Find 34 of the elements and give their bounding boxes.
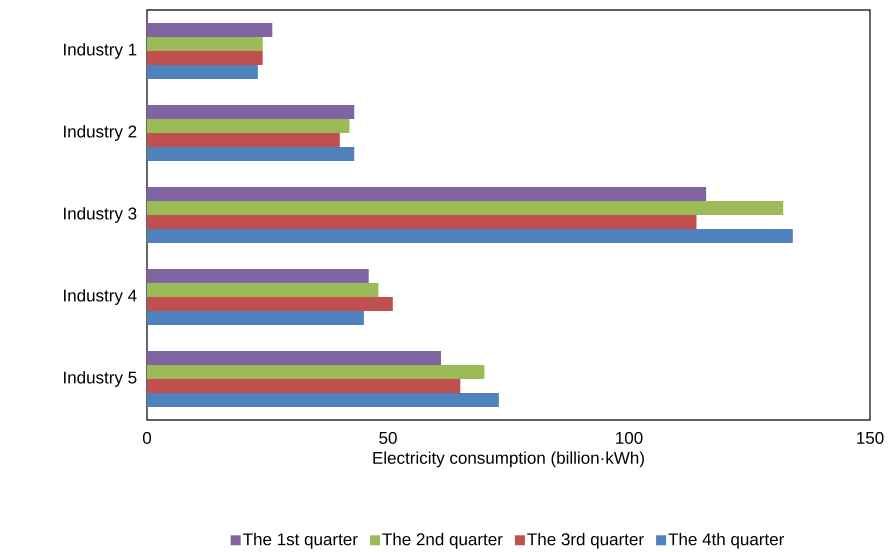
y-tick-label: Industry 1 xyxy=(64,43,136,59)
y-tick-label: Industry 3 xyxy=(64,207,136,223)
bar xyxy=(147,365,484,380)
bar xyxy=(147,297,393,312)
bar xyxy=(147,133,340,148)
bar xyxy=(147,119,350,134)
bar xyxy=(147,51,263,66)
bar xyxy=(147,393,499,408)
bar xyxy=(147,311,364,326)
x-axis-title: Electricity consumption (billion·kWh) xyxy=(373,451,644,468)
legend-label: The 1st quarter xyxy=(243,532,358,549)
bar xyxy=(147,23,272,38)
x-tick-label: 100 xyxy=(616,432,643,444)
x-tick-label: 0 xyxy=(142,432,152,444)
bar xyxy=(147,229,793,244)
bar xyxy=(147,215,696,230)
y-tick-label: Industry 2 xyxy=(64,125,136,141)
bar xyxy=(147,269,369,284)
bar xyxy=(147,65,258,80)
bar xyxy=(147,351,442,366)
bar xyxy=(147,283,378,298)
bar xyxy=(147,379,460,394)
bar xyxy=(147,105,354,120)
y-tick-label: Industry 5 xyxy=(64,371,136,387)
x-tick-label: 150 xyxy=(857,432,884,444)
legend-label: The 2nd quarter xyxy=(382,532,503,549)
bar xyxy=(147,147,354,162)
y-tick-label: Industry 4 xyxy=(64,289,137,305)
x-tick-label: 50 xyxy=(379,432,397,444)
bar xyxy=(147,187,706,202)
legend-label: The 4th quarter xyxy=(668,532,784,549)
legend-label: The 3rd quarter xyxy=(527,532,644,549)
bar xyxy=(147,201,784,216)
bar xyxy=(147,37,263,52)
